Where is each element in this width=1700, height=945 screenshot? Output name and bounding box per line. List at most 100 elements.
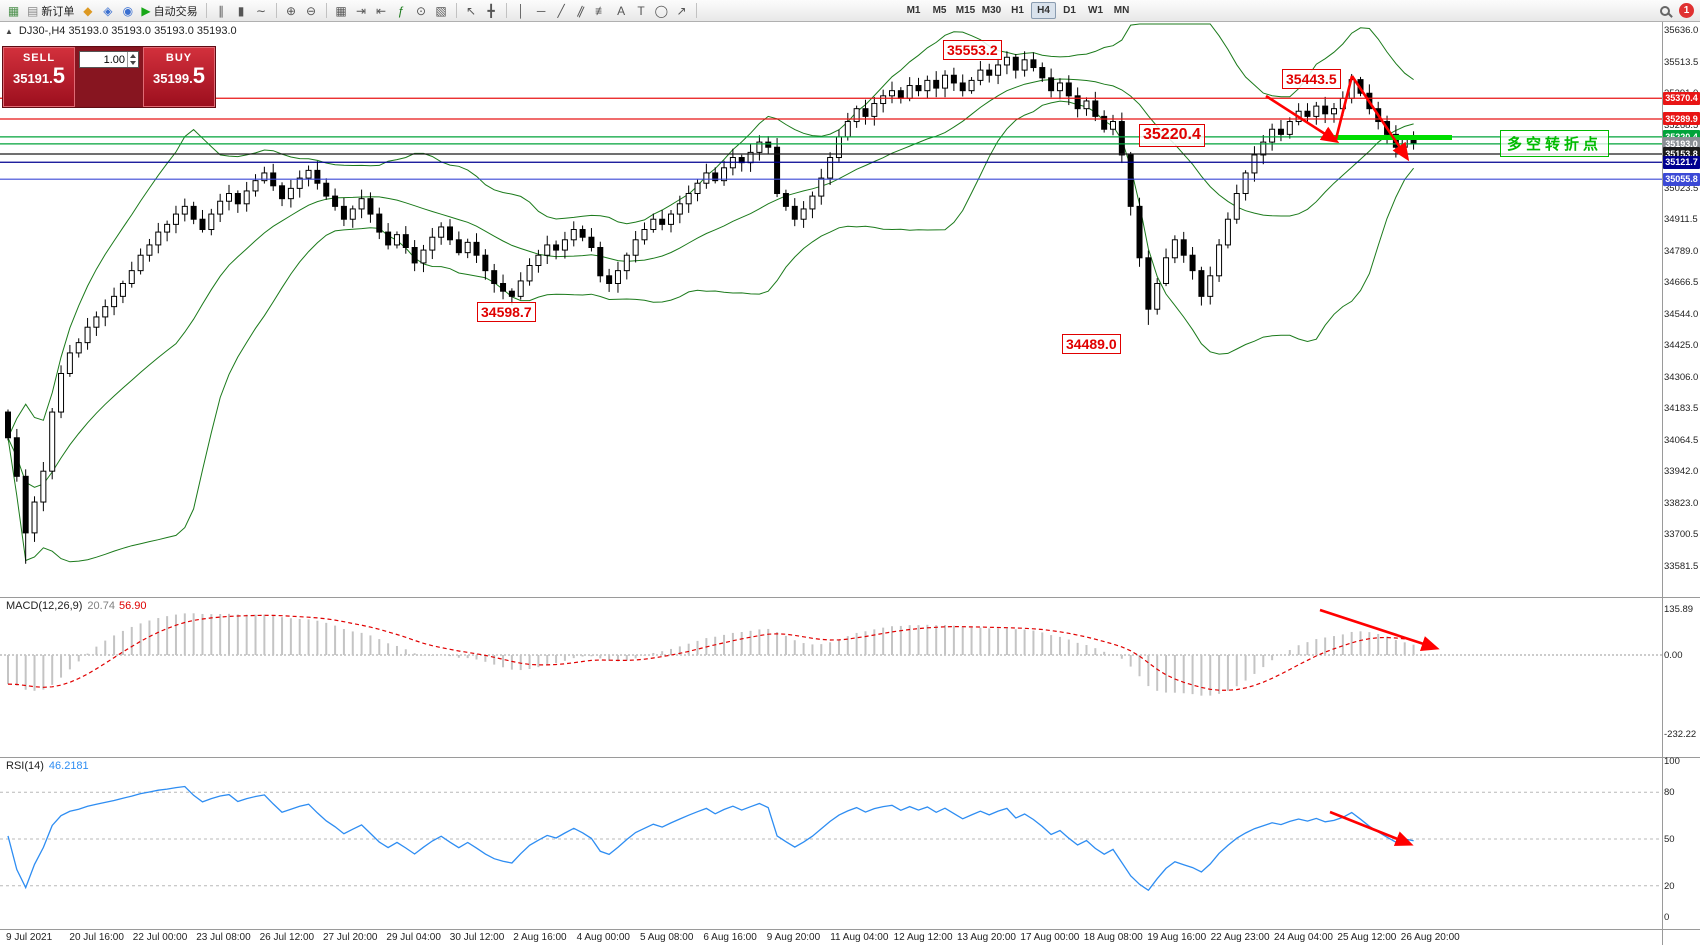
tile-windows-icon[interactable]: ▦ xyxy=(332,2,351,20)
toolbar-separator xyxy=(325,3,327,18)
periods-icon[interactable]: ⊙ xyxy=(412,2,431,20)
navigator-icon[interactable]: ◉ xyxy=(118,2,137,20)
main-chart-panel[interactable] xyxy=(0,22,1662,597)
time-axis[interactable] xyxy=(0,929,1662,945)
text-icon: A xyxy=(617,3,626,18)
toolbar-separator xyxy=(275,3,277,18)
buy-button[interactable]: BUY 35199. 5 xyxy=(143,47,215,107)
trendline-icon[interactable]: ╱ xyxy=(552,2,571,20)
channel-icon: ∥ xyxy=(575,2,587,19)
candlestick-icon[interactable]: ▮ xyxy=(232,2,251,20)
toolbar-separator xyxy=(696,3,698,18)
price-axis-border xyxy=(1662,22,1663,945)
lot-spinner[interactable] xyxy=(127,52,138,67)
sell-price: 35191. 5 xyxy=(12,63,65,88)
toolbar: ▦ ▤ 新订单 ◆ ◈ ◉ ▶ 自动交易 ∥ ▮ ∼ ⊕ ⊖ ▦ ⇥ ⇤ ƒ ⊙ ▧ ↖ ╋ │ ─ ╱ ∥ ≢ A T ◯ ↗ M1 M5… xyxy=(0,0,1700,22)
new-chart-icon[interactable]: ▦ xyxy=(4,2,23,20)
label-icon: T xyxy=(637,3,645,18)
crosshair-icon: ╋ xyxy=(487,3,495,18)
market-watch-icon: ◆ xyxy=(83,3,93,18)
one-click-collapse-toggle[interactable]: ▲ xyxy=(5,26,13,36)
navigator-icon: ◉ xyxy=(122,3,134,18)
arrow-objects-icon[interactable]: ↗ xyxy=(672,2,691,20)
panel-divider[interactable] xyxy=(0,757,1700,758)
timeframe-h4-button[interactable]: H4 xyxy=(1031,2,1057,19)
data-window-icon: ◈ xyxy=(103,3,113,18)
macd-panel[interactable] xyxy=(0,598,1662,757)
sell-label: SELL xyxy=(22,52,56,64)
indicators-icon: ƒ xyxy=(397,3,405,18)
zoom-in-icon[interactable]: ⊕ xyxy=(282,2,301,20)
lot-size-value: 1.00 xyxy=(103,53,125,66)
new-order-button-label: 新订单 xyxy=(41,5,75,18)
one-click-trading-panel: SELL 35191. 5 1.00 BUY 35199. 5 xyxy=(2,46,216,108)
timeframe-m1-button[interactable]: M1 xyxy=(906,5,921,16)
toolbar-icons: ▦ ▤ 新订单 ◆ ◈ ◉ ▶ 自动交易 ∥ ▮ ∼ ⊕ ⊖ ▦ ⇥ ⇤ ƒ ⊙ ▧ ↖ ╋ │ ─ ╱ ∥ ≢ A T ◯ ↗ xyxy=(4,2,701,20)
timeframe-d1-button[interactable]: D1 xyxy=(1063,5,1076,16)
buy-label: BUY xyxy=(165,52,193,64)
sell-button[interactable]: SELL 35191. 5 xyxy=(3,47,75,107)
chart-shift-icon[interactable]: ⇤ xyxy=(372,2,391,20)
market-watch-icon[interactable]: ◆ xyxy=(78,2,97,20)
line-chart-icon: ∼ xyxy=(256,3,267,18)
zoom-out-icon[interactable]: ⊖ xyxy=(302,2,321,20)
vertical-line-icon[interactable]: │ xyxy=(512,2,531,20)
notification-badge[interactable]: 1 xyxy=(1679,3,1694,18)
horizontal-line-icon[interactable]: ─ xyxy=(532,2,551,20)
timeframe-toolbar: M1 M5 M15 M30 H1 H4 D1 W1 MN xyxy=(901,2,1134,19)
shapes-icon: ◯ xyxy=(654,3,669,18)
rsi-panel[interactable] xyxy=(0,758,1662,929)
new-order-button[interactable]: ▤ 新订单 xyxy=(24,2,77,20)
autotrade-button-label: 自动交易 xyxy=(153,5,198,18)
price-axis[interactable] xyxy=(1662,22,1700,945)
templates-icon: ▧ xyxy=(435,3,447,18)
line-chart-icon[interactable]: ∼ xyxy=(252,2,271,20)
bar-chart-icon[interactable]: ∥ xyxy=(212,2,231,20)
lot-decrement-arrow[interactable] xyxy=(128,60,138,68)
lot-size-section: 1.00 xyxy=(75,47,143,107)
timeframe-m5-button[interactable]: M5 xyxy=(932,5,947,16)
timeframe-mn-button[interactable]: MN xyxy=(1113,5,1130,16)
auto-scroll-icon: ⇥ xyxy=(356,3,367,18)
rsi-label: RSI(14) 46.2181 xyxy=(6,760,89,772)
label-icon[interactable]: T xyxy=(632,2,651,20)
lot-increment-arrow[interactable] xyxy=(128,52,138,60)
fibonacci-icon: ≢ xyxy=(595,3,608,18)
periods-icon: ⊙ xyxy=(416,3,427,18)
toolbar-right: 1 xyxy=(1660,3,1694,18)
search-icon[interactable] xyxy=(1660,5,1670,16)
fibonacci-icon[interactable]: ≢ xyxy=(592,2,611,20)
indicators-icon[interactable]: ƒ xyxy=(392,2,411,20)
lot-size-input[interactable]: 1.00 xyxy=(79,51,139,68)
crosshair-icon[interactable]: ╋ xyxy=(482,2,501,20)
toolbar-separator xyxy=(505,3,507,18)
horizontal-line-icon: ─ xyxy=(536,3,546,18)
toolbar-separator xyxy=(455,3,457,18)
data-window-icon[interactable]: ◈ xyxy=(98,2,117,20)
buy-price: 35199. 5 xyxy=(152,63,205,88)
timeframe-m30-button[interactable]: M30 xyxy=(981,5,1002,16)
zoom-in-icon: ⊕ xyxy=(286,3,297,18)
symbol-ohlc-readout: DJ30-,H4 35193.0 35193.0 35193.0 35193.0 xyxy=(18,25,237,37)
panel-divider xyxy=(0,929,1700,930)
text-icon[interactable]: A xyxy=(612,2,631,20)
bar-chart-icon: ∥ xyxy=(218,3,225,18)
autotrade-button[interactable]: ▶ 自动交易 xyxy=(138,2,200,20)
macd-label: MACD(12,26,9) 20.74 56.90 xyxy=(6,600,147,612)
shapes-icon[interactable]: ◯ xyxy=(652,2,671,20)
channel-icon[interactable]: ∥ xyxy=(572,2,591,20)
tile-windows-icon: ▦ xyxy=(335,3,347,18)
chart-shift-icon: ⇤ xyxy=(376,3,387,18)
timeframe-w1-button[interactable]: W1 xyxy=(1088,5,1104,16)
timeframe-m15-button[interactable]: M15 xyxy=(955,5,976,16)
panel-divider[interactable] xyxy=(0,597,1700,598)
autotrade-button: ▶ xyxy=(141,3,151,18)
timeframe-h1-button[interactable]: H1 xyxy=(1011,5,1024,16)
new-chart-icon: ▦ xyxy=(7,3,20,18)
candlestick-icon: ▮ xyxy=(237,3,245,18)
auto-scroll-icon[interactable]: ⇥ xyxy=(352,2,371,20)
cursor-icon[interactable]: ↖ xyxy=(462,2,481,20)
templates-icon[interactable]: ▧ xyxy=(432,2,451,20)
arrow-objects-icon: ↗ xyxy=(676,3,687,18)
